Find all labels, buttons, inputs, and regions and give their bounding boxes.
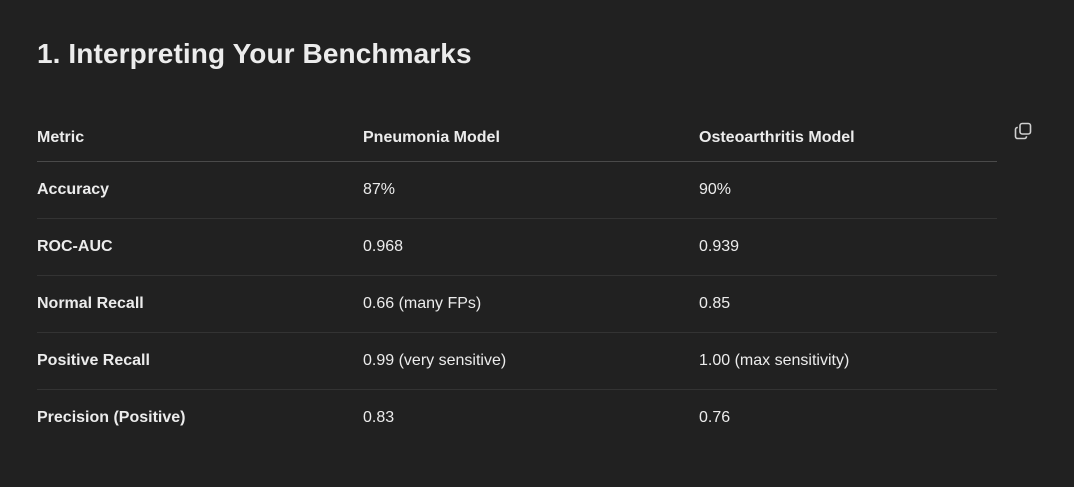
metric-cell: Positive Recall <box>37 332 363 390</box>
table-row: Normal Recall 0.66 (many FPs) 0.85 <box>37 275 997 333</box>
benchmark-table: Metric Pneumonia Model Osteoarthritis Mo… <box>37 108 997 446</box>
table-row: ROC-AUC 0.968 0.939 <box>37 218 997 276</box>
metric-cell: Accuracy <box>37 161 363 219</box>
pneumonia-value-cell: 87% <box>363 161 699 219</box>
header-metric: Metric <box>37 108 363 162</box>
table-row: Precision (Positive) 0.83 0.76 <box>37 390 997 447</box>
pneumonia-value-cell: 0.968 <box>363 218 699 276</box>
header-osteoarthritis-model: Osteoarthritis Model <box>699 108 997 162</box>
metric-cell: ROC-AUC <box>37 218 363 276</box>
section-heading: 1. Interpreting Your Benchmarks <box>37 38 472 69</box>
metric-cell: Precision (Positive) <box>37 409 186 426</box>
header-pneumonia-model: Pneumonia Model <box>363 108 699 162</box>
copy-icon <box>1014 122 1032 140</box>
osteoarthritis-value-cell: 1.00 (max sensitivity) <box>699 332 997 390</box>
osteoarthritis-value-cell: 0.85 <box>699 275 997 333</box>
benchmark-table-container: Metric Pneumonia Model Osteoarthritis Mo… <box>37 108 997 446</box>
table-row: Positive Recall 0.99 (very sensitive) 1.… <box>37 332 997 390</box>
copy-table-button[interactable] <box>1012 120 1034 142</box>
pneumonia-value-cell: 0.66 (many FPs) <box>363 275 699 333</box>
osteoarthritis-value-cell: 90% <box>699 161 997 219</box>
pneumonia-value-cell: 0.99 (very sensitive) <box>363 332 699 390</box>
pneumonia-value-cell: 0.83 <box>363 409 395 426</box>
metric-cell: Normal Recall <box>37 275 363 333</box>
osteoarthritis-value-cell: 0.76 <box>699 409 731 426</box>
osteoarthritis-value-cell: 0.939 <box>699 218 997 276</box>
table-header-row: Metric Pneumonia Model Osteoarthritis Mo… <box>37 108 997 162</box>
table-row: Accuracy 87% 90% <box>37 161 997 219</box>
